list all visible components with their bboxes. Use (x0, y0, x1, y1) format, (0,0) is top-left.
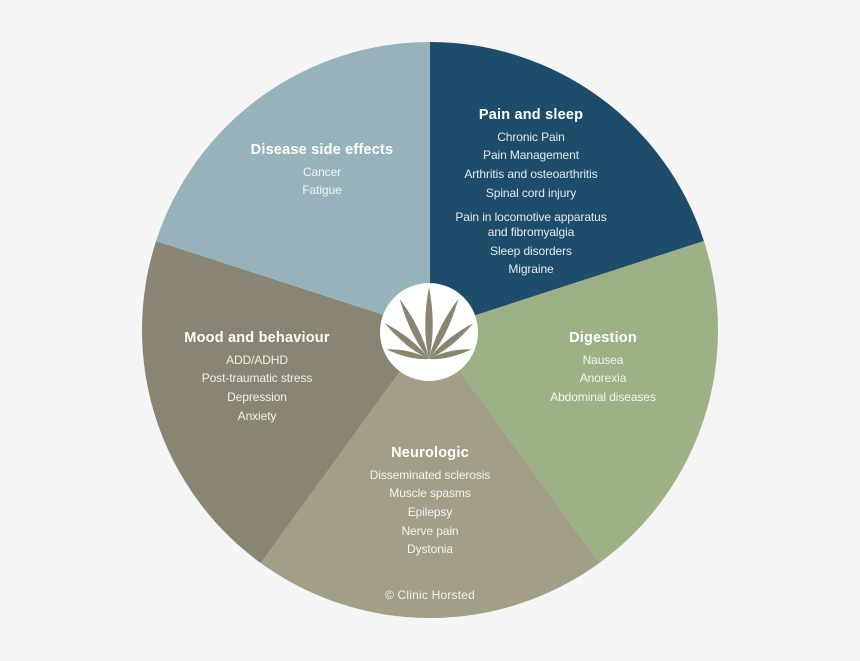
category-item: Abdominal diseases (550, 389, 656, 404)
category-item: Post-traumatic stress (201, 371, 313, 386)
wedge-mood-and-behaviour (141, 241, 430, 563)
segment-title: Pain and sleep (478, 107, 584, 123)
category-item: Nerve pain (401, 523, 459, 538)
wedge-neurologic (260, 330, 600, 619)
segment-items: Chronic Pain Pain Management Arthritis and… (361, 128, 701, 279)
segment-title: Disease side effects (250, 142, 394, 158)
category-item: Muscle spasms (389, 486, 471, 501)
wedge-digestion (430, 241, 719, 563)
cannabis-leaf-icon (384, 287, 474, 360)
category-item: Anorexia (579, 371, 627, 386)
segment-neurologic: Neurologic Disseminated sclerosis Muscle … (260, 444, 600, 559)
category-item: Depression (227, 389, 287, 404)
wedge-disease-side-effects (156, 41, 430, 330)
category-item: Nausea (582, 352, 624, 367)
category-item: Dystonia (407, 542, 453, 557)
category-item: Pain in locomotive apparatus and fibromy… (455, 210, 607, 240)
category-item: Chronic Pain (497, 129, 565, 144)
category-item: Sleep disorders (490, 243, 572, 258)
segment-title: Mood and behaviour (184, 330, 330, 346)
segment-items: Nausea Anorexia Abdominal diseases (433, 351, 773, 407)
segment-title: Digestion (569, 330, 637, 346)
category-item: Migraine (508, 262, 554, 277)
segment-digestion: Digestion Nausea Anorexia Abdominal diseas… (433, 329, 773, 407)
category-item: ADD/ADHD (226, 352, 288, 367)
segment-items: Cancer Fatigue (152, 163, 492, 200)
segment-items: ADD/ADHD Post-traumatic stress Depression A… (87, 351, 427, 425)
category-item: Epilepsy (407, 504, 453, 519)
category-item: Cancer (302, 164, 342, 179)
segment-title: Neurologic (391, 445, 469, 461)
category-item: Pain Management (483, 148, 579, 163)
category-item: Spinal cord injury (485, 185, 577, 200)
wedge-pain-and-sleep (430, 42, 704, 330)
category-item: Fatigue (302, 183, 342, 198)
segment-mood-and-behaviour: Mood and behaviour ADD/ADHD Post-traumati… (87, 329, 427, 425)
segment-disease-side-effects: Disease side effects Cancer Fatigue (152, 141, 492, 200)
credit-text: © Clinic Horsted (384, 588, 476, 602)
category-item: Disseminated sclerosis (369, 467, 491, 482)
segment-pain-and-sleep: Pain and sleep Chronic Pain Pain Manageme… (361, 106, 701, 279)
segment-items: Disseminated sclerosis Muscle spasms Epile… (260, 466, 600, 559)
category-item: Anxiety (237, 408, 277, 423)
category-item: Arthritis and osteoarthritis (464, 166, 598, 181)
